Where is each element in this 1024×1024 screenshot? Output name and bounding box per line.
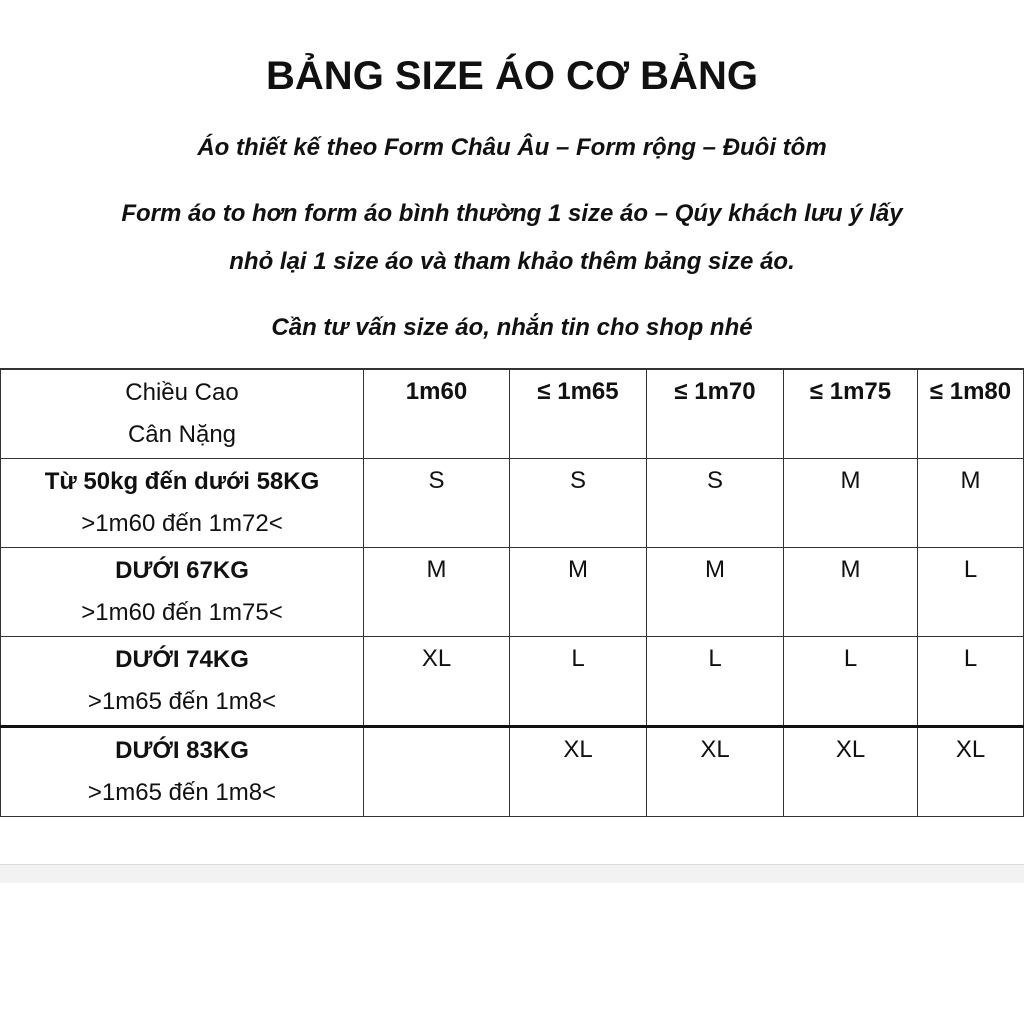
corner-cell: Chiều Cao Cân Nặng bbox=[0, 368, 364, 459]
size-cell: XL bbox=[646, 725, 784, 817]
weight-cell: DƯỚI 67KG >1m60 đến 1m75< bbox=[0, 547, 364, 637]
size-cell: XL bbox=[783, 725, 918, 817]
note-line-1: Form áo to hơn form áo bình thường 1 siz… bbox=[0, 200, 1024, 228]
size-cell: M bbox=[509, 547, 647, 637]
size-cell: M bbox=[363, 547, 510, 637]
size-cell: XL bbox=[917, 725, 1024, 817]
height-header: 1m60 bbox=[363, 368, 510, 459]
size-cell: M bbox=[783, 458, 918, 548]
page-title: BẢNG SIZE ÁO CƠ BẢNG bbox=[0, 54, 1024, 99]
note-line-2: nhỏ lại 1 size áo và tham khảo thêm bảng… bbox=[0, 248, 1024, 276]
contact-line: Cần tư vấn size áo, nhắn tin cho shop nh… bbox=[0, 314, 1024, 342]
header-row: Chiều Cao Cân Nặng 1m60 ≤ 1m65 ≤ 1m70 ≤ 1… bbox=[0, 368, 1024, 459]
height-header: ≤ 1m65 bbox=[509, 368, 647, 459]
weight-cell: Từ 50kg đến dưới 58KG >1m60 đến 1m72< bbox=[0, 458, 364, 548]
subtitle: Áo thiết kế theo Form Châu Âu – Form rộn… bbox=[0, 134, 1024, 162]
size-cell: S bbox=[646, 458, 784, 548]
table-row: DƯỚI 74KG >1m65 đến 1m8< XL L L L L bbox=[0, 636, 1024, 727]
size-cell bbox=[363, 725, 510, 817]
weight-cell: DƯỚI 74KG >1m65 đến 1m8< bbox=[0, 636, 364, 727]
height-header: ≤ 1m80 bbox=[917, 368, 1024, 459]
height-header: ≤ 1m70 bbox=[646, 368, 784, 459]
contact-text: Cần tư vấn size áo, nhắn tin cho shop nh… bbox=[271, 314, 753, 341]
title-text: BẢNG SIZE ÁO CƠ BẢNG bbox=[266, 54, 758, 98]
size-cell: L bbox=[917, 636, 1024, 727]
table-row: DƯỚI 83KG >1m65 đến 1m8< XL XL XL XL bbox=[0, 725, 1024, 817]
size-table: Chiều Cao Cân Nặng 1m60 ≤ 1m65 ≤ 1m70 ≤ 1… bbox=[0, 368, 1024, 817]
size-cell: L bbox=[646, 636, 784, 727]
size-cell: M bbox=[917, 458, 1024, 548]
size-cell: XL bbox=[509, 725, 647, 817]
note-text-2: nhỏ lại 1 size áo và tham khảo thêm bảng… bbox=[229, 248, 795, 275]
weight-cell: DƯỚI 83KG >1m65 đến 1m8< bbox=[0, 725, 364, 817]
page-separator bbox=[0, 864, 1024, 883]
size-cell: M bbox=[783, 547, 918, 637]
subtitle-text: Áo thiết kế theo Form Châu Âu – Form rộn… bbox=[197, 134, 827, 161]
table-row: DƯỚI 67KG >1m60 đến 1m75< M M M M L bbox=[0, 547, 1024, 637]
size-cell: L bbox=[917, 547, 1024, 637]
size-cell: M bbox=[646, 547, 784, 637]
size-cell: S bbox=[363, 458, 510, 548]
height-header: ≤ 1m75 bbox=[783, 368, 918, 459]
height-label: Chiều Cao bbox=[125, 379, 239, 406]
size-cell: XL bbox=[363, 636, 510, 727]
size-cell: L bbox=[783, 636, 918, 727]
size-cell: S bbox=[509, 458, 647, 548]
size-cell: L bbox=[509, 636, 647, 727]
weight-label: Cân Nặng bbox=[127, 421, 237, 448]
table-row: Từ 50kg đến dưới 58KG >1m60 đến 1m72< S S… bbox=[0, 458, 1024, 548]
note-text-1: Form áo to hơn form áo bình thường 1 siz… bbox=[121, 200, 903, 227]
